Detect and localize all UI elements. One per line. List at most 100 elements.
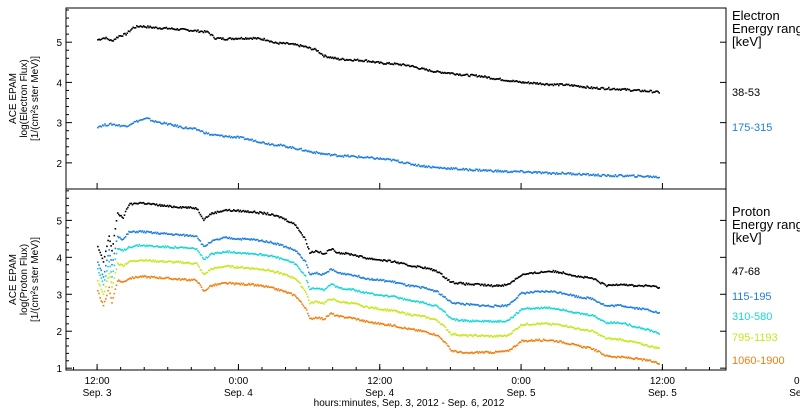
- proton-data-point: [492, 352, 495, 354]
- proton-data-point: [196, 280, 198, 282]
- proton-data-point: [411, 314, 413, 317]
- proton-data-point: [614, 337, 617, 340]
- proton-data-point: [559, 324, 561, 326]
- proton-data-point: [281, 217, 284, 220]
- proton-data-point: [474, 283, 476, 285]
- proton-data-point: [572, 343, 574, 345]
- proton-data-point: [406, 264, 409, 267]
- proton-data-point: [238, 283, 240, 285]
- proton-data-point: [521, 324, 523, 326]
- proton-data-point: [197, 264, 199, 266]
- electron-data-point: [104, 37, 106, 40]
- electron-data-point: [270, 40, 272, 42]
- proton-data-point: [559, 291, 561, 293]
- proton-data-point: [613, 338, 616, 340]
- proton-data-point: [649, 330, 651, 332]
- proton-data-point: [476, 304, 479, 306]
- proton-data-point: [130, 260, 132, 263]
- proton-data-point: [275, 271, 277, 273]
- proton-data-point: [260, 284, 262, 286]
- electron-data-point: [560, 83, 562, 85]
- proton-data-point: [361, 291, 363, 294]
- proton-data-point: [576, 296, 579, 299]
- electron-data-point: [250, 139, 252, 141]
- proton-data-point: [304, 291, 307, 293]
- proton-data-point: [375, 322, 377, 325]
- electron-data-point: [273, 144, 275, 147]
- proton-data-point: [364, 257, 367, 259]
- electron-data-point: [580, 85, 583, 88]
- proton-data-point: [579, 329, 582, 332]
- proton-data-point: [590, 329, 593, 332]
- proton-data-point: [531, 291, 534, 294]
- proton-data-point: [271, 254, 273, 257]
- proton-data-point: [193, 235, 196, 238]
- electron-data-point: [205, 131, 207, 134]
- proton-data-point: [333, 298, 336, 301]
- proton-data-point: [530, 339, 533, 341]
- electron-data-point: [325, 55, 327, 58]
- proton-data-point: [609, 355, 611, 357]
- proton-data-point: [365, 291, 368, 294]
- proton-data-point: [577, 275, 580, 277]
- proton-data-point: [461, 302, 463, 305]
- electron-data-point: [243, 38, 246, 40]
- proton-data-point: [405, 299, 408, 301]
- proton-data-point: [499, 334, 501, 337]
- electron-data-point: [188, 30, 190, 32]
- proton-data-point: [228, 281, 231, 284]
- proton-data-point: [286, 259, 288, 262]
- proton-data-point: [431, 305, 434, 307]
- electron-data-point: [341, 57, 344, 60]
- proton-data-point: [620, 304, 622, 306]
- electron-data-point: [211, 133, 213, 136]
- proton-data-point: [331, 313, 334, 315]
- proton-data-point: [558, 292, 560, 294]
- proton-data-point: [526, 291, 529, 294]
- electron-data-point: [98, 125, 100, 128]
- proton-data-point: [555, 291, 558, 294]
- electron-data-point: [658, 176, 660, 179]
- proton-data-point: [255, 285, 258, 287]
- proton-data-point: [439, 323, 442, 325]
- electron-data-point: [424, 68, 426, 71]
- proton-data-point: [479, 320, 482, 323]
- proton-data-point: [587, 314, 589, 317]
- electron-data-point: [299, 44, 302, 46]
- proton-data-point: [643, 358, 646, 361]
- electron-ylabel-line: log(Electron Flux): [19, 59, 30, 137]
- proton-data-point: [238, 238, 240, 241]
- proton-data-point: [525, 340, 527, 342]
- proton-data-point: [538, 290, 541, 293]
- proton-data-point: [535, 338, 537, 341]
- proton-data-point: [422, 267, 424, 270]
- electron-data-point: [284, 145, 286, 147]
- proton-data-point: [547, 270, 549, 273]
- proton-data-point: [548, 306, 550, 308]
- proton-data-point: [105, 298, 107, 300]
- proton-data-point: [287, 246, 289, 249]
- proton-data-point: [337, 300, 339, 302]
- proton-data-point: [274, 215, 276, 217]
- proton-data-point: [252, 253, 255, 256]
- proton-data-point: [149, 259, 151, 261]
- proton-data-point: [323, 303, 325, 305]
- proton-data-point: [427, 316, 430, 319]
- proton-data-point: [199, 269, 202, 271]
- electron-data-point: [350, 59, 352, 61]
- proton-data-point: [127, 262, 129, 264]
- proton-data-point: [362, 320, 364, 323]
- electron-data-point: [585, 87, 587, 89]
- proton-data-point: [178, 277, 181, 280]
- proton-data-point: [151, 260, 153, 263]
- proton-data-point: [359, 319, 361, 322]
- proton-data-point: [161, 277, 163, 280]
- proton-data-point: [125, 233, 128, 236]
- proton-data-point: [477, 320, 480, 322]
- proton-data-point: [623, 306, 625, 308]
- proton-data-point: [437, 321, 440, 323]
- electron-data-point: [230, 135, 233, 138]
- proton-data-point: [366, 320, 369, 323]
- electron-data-point: [435, 166, 437, 169]
- proton-data-point: [627, 306, 630, 309]
